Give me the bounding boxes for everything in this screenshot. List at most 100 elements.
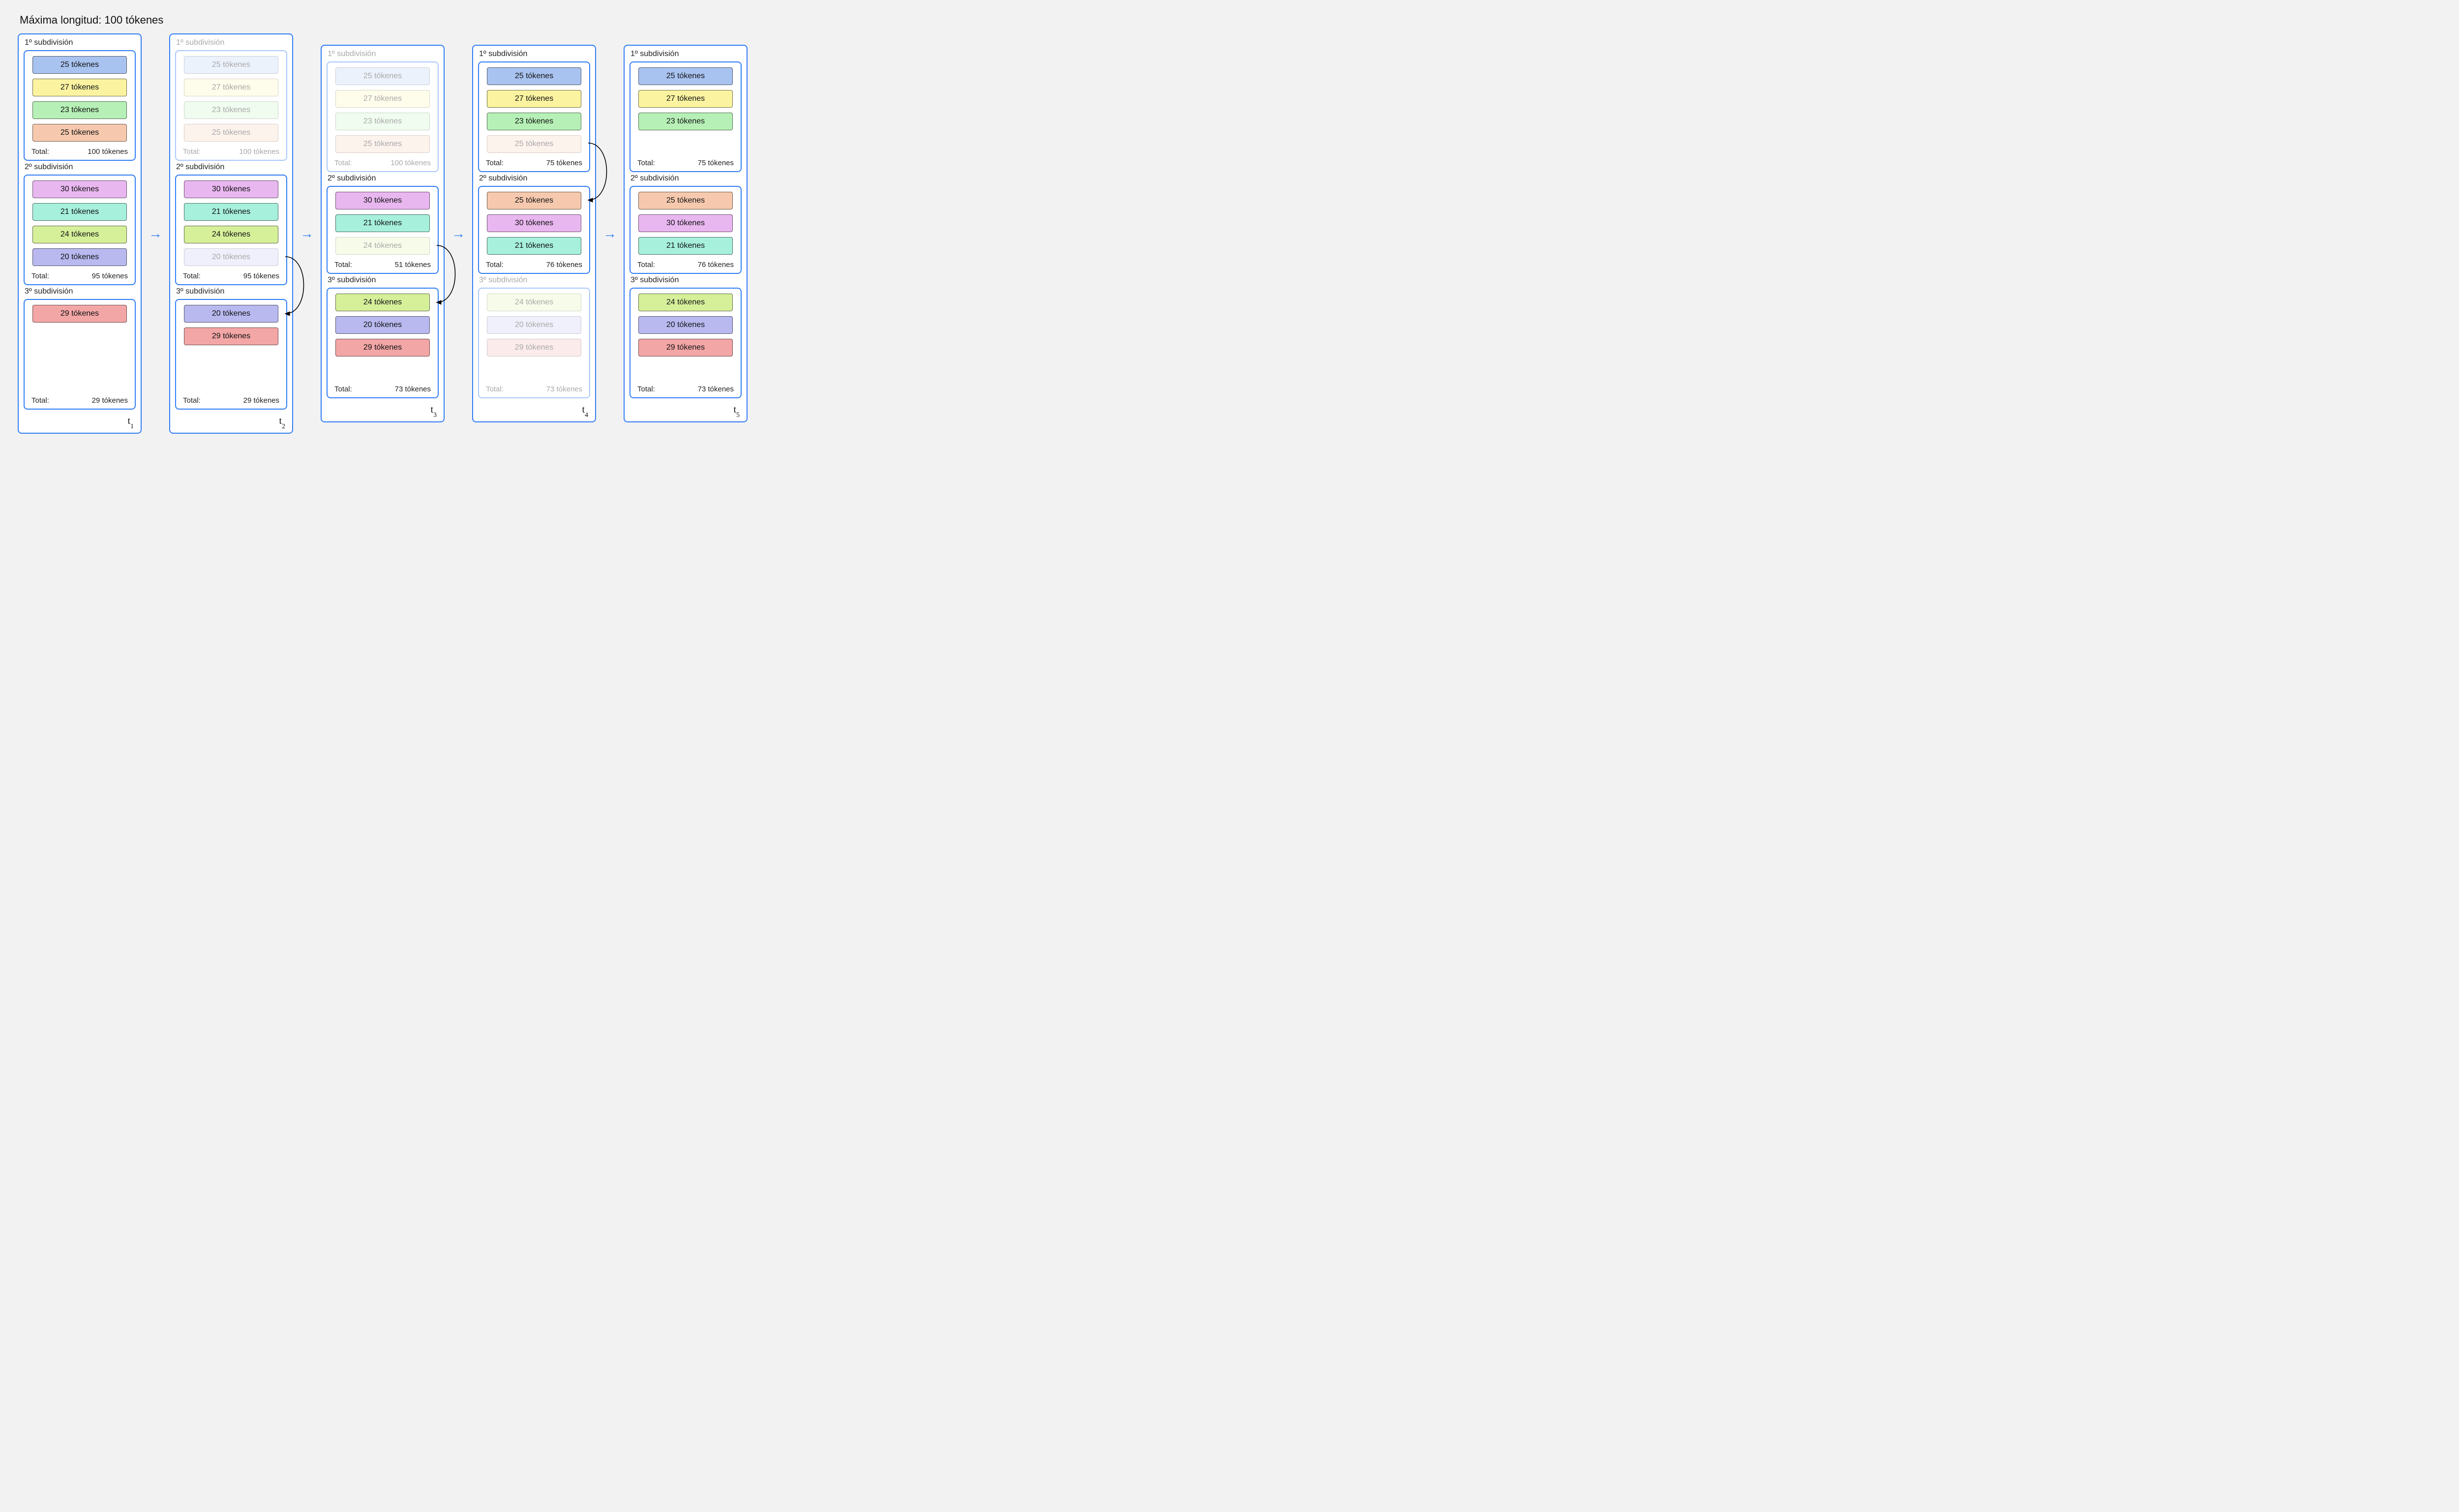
subdivision-total: Total:75 tókenes bbox=[635, 158, 736, 168]
subdivision: 3º subdivisión24 tókenes20 tókenes29 tók… bbox=[630, 288, 742, 398]
token-block: 20 tókenes bbox=[32, 248, 127, 266]
total-label: Total: bbox=[334, 159, 352, 167]
token-block: 29 tókenes bbox=[32, 305, 127, 323]
total-label: Total: bbox=[486, 159, 504, 167]
token-placeholder bbox=[638, 361, 733, 379]
subdivision: 3º subdivisión29 tókenesTotal:29 tókenes bbox=[24, 299, 136, 410]
token-block: 25 tókenes bbox=[335, 67, 430, 85]
total-value: 100 tókenes bbox=[239, 148, 279, 156]
token-block: 23 tókenes bbox=[335, 113, 430, 130]
total-value: 95 tókenes bbox=[243, 272, 279, 280]
token-block: 25 tókenes bbox=[184, 124, 278, 142]
token-block: 24 tókenes bbox=[32, 226, 127, 243]
subdivision-total: Total:75 tókenes bbox=[484, 158, 584, 168]
total-label: Total: bbox=[334, 261, 352, 269]
total-label: Total: bbox=[637, 261, 655, 269]
total-value: 29 tókenes bbox=[92, 396, 128, 405]
subdivision-total: Total:100 tókenes bbox=[181, 147, 281, 157]
subdivision-title: 1º subdivisión bbox=[479, 50, 527, 59]
total-value: 100 tókenes bbox=[88, 148, 128, 156]
token-block: 20 tókenes bbox=[184, 305, 278, 323]
total-value: 29 tókenes bbox=[243, 396, 279, 405]
token-placeholder bbox=[335, 361, 430, 379]
total-label: Total: bbox=[637, 159, 655, 167]
timestep-label: t4 bbox=[478, 401, 590, 417]
subdivision-title: 3º subdivisión bbox=[328, 276, 376, 285]
subdivision-total: Total: 51 tókenes bbox=[332, 260, 433, 270]
total-value: 76 tókenes bbox=[546, 261, 582, 269]
subdivision: 2º subdivisión25 tókenes30 tókenes21 tók… bbox=[478, 186, 590, 274]
subdivision: 1º subdivisión25 tókenes27 tókenes23 tók… bbox=[175, 50, 287, 161]
subdivision-total: Total: 100 tókenes bbox=[30, 147, 130, 157]
step-arrow-icon: → bbox=[602, 226, 618, 241]
timestep-panel: 1º subdivisión 25 tókenes 27 tókenes 23 tók… bbox=[18, 33, 142, 434]
subdivision: 3º subdivisión24 tókenes20 tókenes29 tók… bbox=[478, 288, 590, 398]
total-label: Total: bbox=[31, 272, 49, 280]
token-block: 30 tókenes bbox=[184, 180, 278, 198]
timestep-label: t5 bbox=[630, 401, 742, 417]
timestep-panel: 1º subdivisión25 tókenes27 tókenes23 tók… bbox=[624, 45, 748, 422]
subdivision: 2º subdivisión30 tókenes21 tókenes24 tók… bbox=[24, 175, 136, 285]
total-value: 51 tókenes bbox=[395, 261, 431, 269]
subdivision-total: Total: 95 tókenes bbox=[181, 271, 281, 281]
timestep-panel: 1º subdivisión25 tókenes27 tókenes23 tók… bbox=[169, 33, 293, 434]
token-placeholder bbox=[32, 327, 127, 345]
token-block: 27 tókenes bbox=[487, 90, 581, 108]
subdivision-title: 2º subdivisión bbox=[25, 163, 73, 172]
token-block: 27 tókenes bbox=[638, 90, 733, 108]
token-block: 30 tókenes bbox=[638, 214, 733, 232]
total-label: Total: bbox=[183, 396, 201, 405]
token-block: 30 tókenes bbox=[32, 180, 127, 198]
timestep-row: 1º subdivisión 25 tókenes 27 tókenes 23 tók… bbox=[18, 33, 2441, 434]
total-label: Total: bbox=[637, 385, 655, 393]
token-placeholder bbox=[32, 373, 127, 390]
token-block: 27 tókenes bbox=[335, 90, 430, 108]
subdivision-total: Total: 76 tókenes bbox=[635, 260, 736, 270]
token-block: 25 tókenes bbox=[184, 56, 278, 74]
total-label: Total: bbox=[31, 396, 49, 405]
token-block: 23 tókenes bbox=[32, 101, 127, 119]
subdivision-total: Total:100 tókenes bbox=[332, 158, 433, 168]
total-value: 76 tókenes bbox=[698, 261, 734, 269]
total-value: 73 tókenes bbox=[546, 385, 582, 393]
subdivision-title: 3º subdivisión bbox=[479, 276, 527, 285]
token-block: 21 tókenes bbox=[184, 203, 278, 221]
subdivision-total: Total:73 tókenes bbox=[332, 384, 433, 394]
token-block: 30 tókenes bbox=[487, 214, 581, 232]
total-label: Total: bbox=[31, 148, 49, 156]
page-title: Máxima longitud: 100 tókenes bbox=[20, 14, 2441, 27]
subdivision-title: 1º subdivisión bbox=[25, 38, 73, 47]
token-block: 24 tókenes bbox=[335, 237, 430, 255]
token-block: 24 tókenes bbox=[335, 294, 430, 311]
subdivision-title: 2º subdivisión bbox=[328, 174, 376, 183]
timestep-panel: 1º subdivisión25 tókenes27 tókenes23 tók… bbox=[321, 45, 445, 422]
subdivision-title: 3º subdivisión bbox=[25, 287, 73, 296]
token-block: 25 tókenes bbox=[32, 124, 127, 142]
subdivision: 1º subdivisión25 tókenes27 tókenes23 tók… bbox=[478, 61, 590, 172]
subdivision-total: Total:73 tókenes bbox=[484, 384, 584, 394]
token-block: 24 tókenes bbox=[638, 294, 733, 311]
token-block: 25 tókenes bbox=[335, 135, 430, 153]
step-arrow-icon: → bbox=[148, 226, 163, 241]
diagram-canvas: Máxima longitud: 100 tókenes 1º subdivis… bbox=[0, 0, 2459, 453]
token-block: 20 tókenes bbox=[487, 316, 581, 334]
token-block: 27 tókenes bbox=[32, 79, 127, 96]
timestep-label: t1 bbox=[24, 413, 136, 429]
subdivision-total: Total: 73 tókenes bbox=[635, 384, 736, 394]
subdivision-title: 1º subdivisión bbox=[176, 38, 224, 47]
token-block: 20 tókenes bbox=[335, 316, 430, 334]
token-block: 23 tókenes bbox=[638, 113, 733, 130]
subdivision-title: 3º subdivisión bbox=[630, 276, 679, 285]
total-label: Total: bbox=[486, 261, 504, 269]
token-block: 20 tókenes bbox=[184, 248, 278, 266]
token-placeholder bbox=[184, 373, 278, 390]
total-label: Total: bbox=[183, 272, 201, 280]
token-block: 21 tókenes bbox=[487, 237, 581, 255]
token-block: 29 tókenes bbox=[638, 339, 733, 356]
token-block: 24 tókenes bbox=[487, 294, 581, 311]
subdivision: 2º subdivisión30 tókenes21 tókenes24 tók… bbox=[175, 175, 287, 285]
token-block: 21 tókenes bbox=[32, 203, 127, 221]
token-block: 25 tókenes bbox=[487, 192, 581, 209]
total-value: 73 tókenes bbox=[698, 385, 734, 393]
subdivision: 2º subdivisión25 tókenes30 tókenes21 tók… bbox=[630, 186, 742, 274]
